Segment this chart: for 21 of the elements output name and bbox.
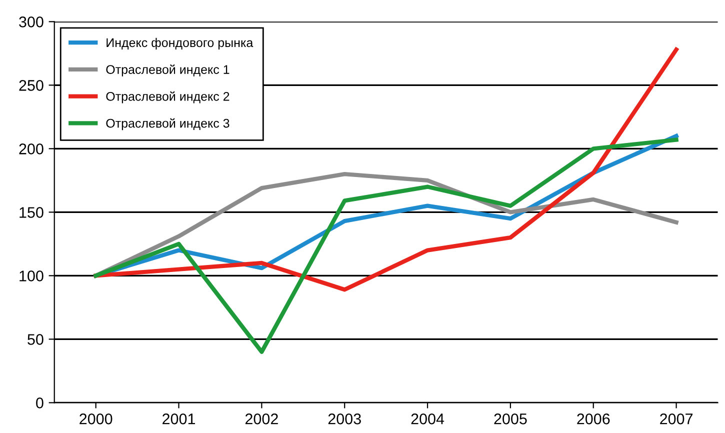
legend-label: Отраслевой индекс 1: [106, 64, 230, 76]
line-series: [94, 138, 678, 354]
legend-label: Отраслевой индекс 3: [106, 118, 230, 130]
x-tick-label: 2003: [328, 414, 361, 424]
x-tick-label: 2006: [577, 414, 610, 424]
x-tick-label: 2007: [660, 414, 693, 424]
line-series: [94, 48, 678, 292]
y-tick-label: 250: [19, 80, 44, 91]
legend-label: Индекс фондового рынка: [106, 38, 254, 50]
y-tick-label: 0: [36, 398, 44, 408]
x-tick-label: 2005: [494, 414, 527, 424]
y-tick-label: 150: [20, 207, 44, 218]
legend-label: Отраслевой индекс 2: [106, 91, 230, 104]
y-tick-label: 100: [20, 270, 44, 282]
y-tick-label: 300: [19, 16, 44, 28]
x-tick-label: 2001: [162, 414, 196, 424]
y-tick-label: 200: [19, 144, 44, 154]
x-tick-label: 2002: [245, 414, 278, 424]
y-tick-label: 50: [28, 334, 44, 345]
x-tick-label: 2000: [80, 414, 112, 424]
x-tick-label: 2004: [411, 414, 444, 424]
